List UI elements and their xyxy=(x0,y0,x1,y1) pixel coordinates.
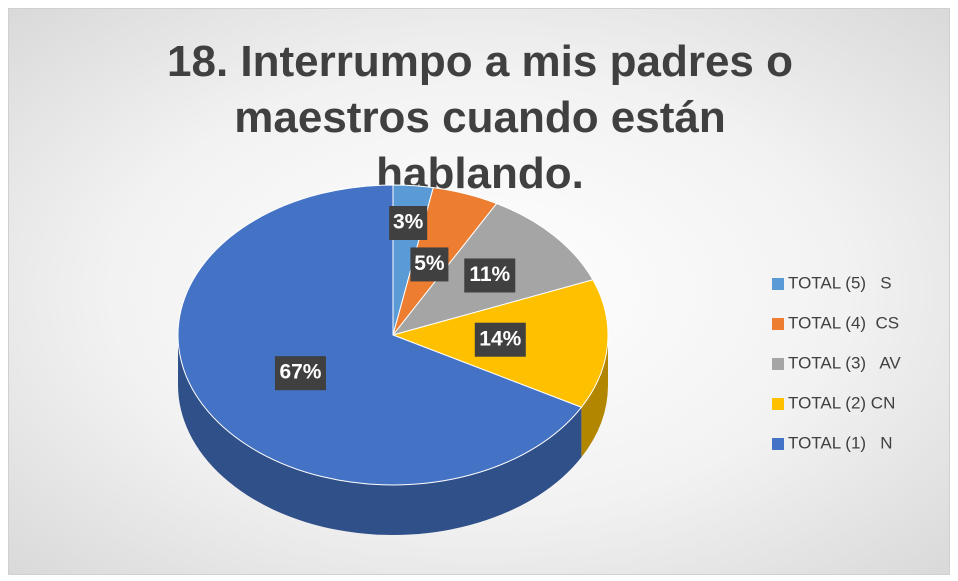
legend-swatch xyxy=(772,278,784,290)
label-box xyxy=(410,247,449,282)
legend-swatch xyxy=(772,358,784,370)
legend-swatch xyxy=(772,438,784,450)
label-box xyxy=(274,356,326,391)
legend-swatch xyxy=(772,318,784,330)
label-box xyxy=(389,205,428,240)
data-label: 5% xyxy=(414,252,445,275)
label-box xyxy=(464,258,516,293)
legend-label: TOTAL (3) AV xyxy=(788,353,901,372)
slice-side xyxy=(178,335,582,535)
data-label: 14% xyxy=(479,327,521,350)
legend-label: TOTAL (4) CS xyxy=(788,313,899,332)
legend-swatch xyxy=(772,398,784,410)
data-label: 67% xyxy=(279,361,321,384)
label-box xyxy=(474,322,526,357)
slice-side xyxy=(581,335,608,458)
legend-label: TOTAL (2) CN xyxy=(788,393,895,412)
slice xyxy=(177,184,583,486)
data-label: 3% xyxy=(393,211,424,234)
legend-label: TOTAL (1) N xyxy=(788,433,893,452)
legend-label: TOTAL (5) S xyxy=(788,273,892,292)
data-label: 11% xyxy=(469,263,510,286)
